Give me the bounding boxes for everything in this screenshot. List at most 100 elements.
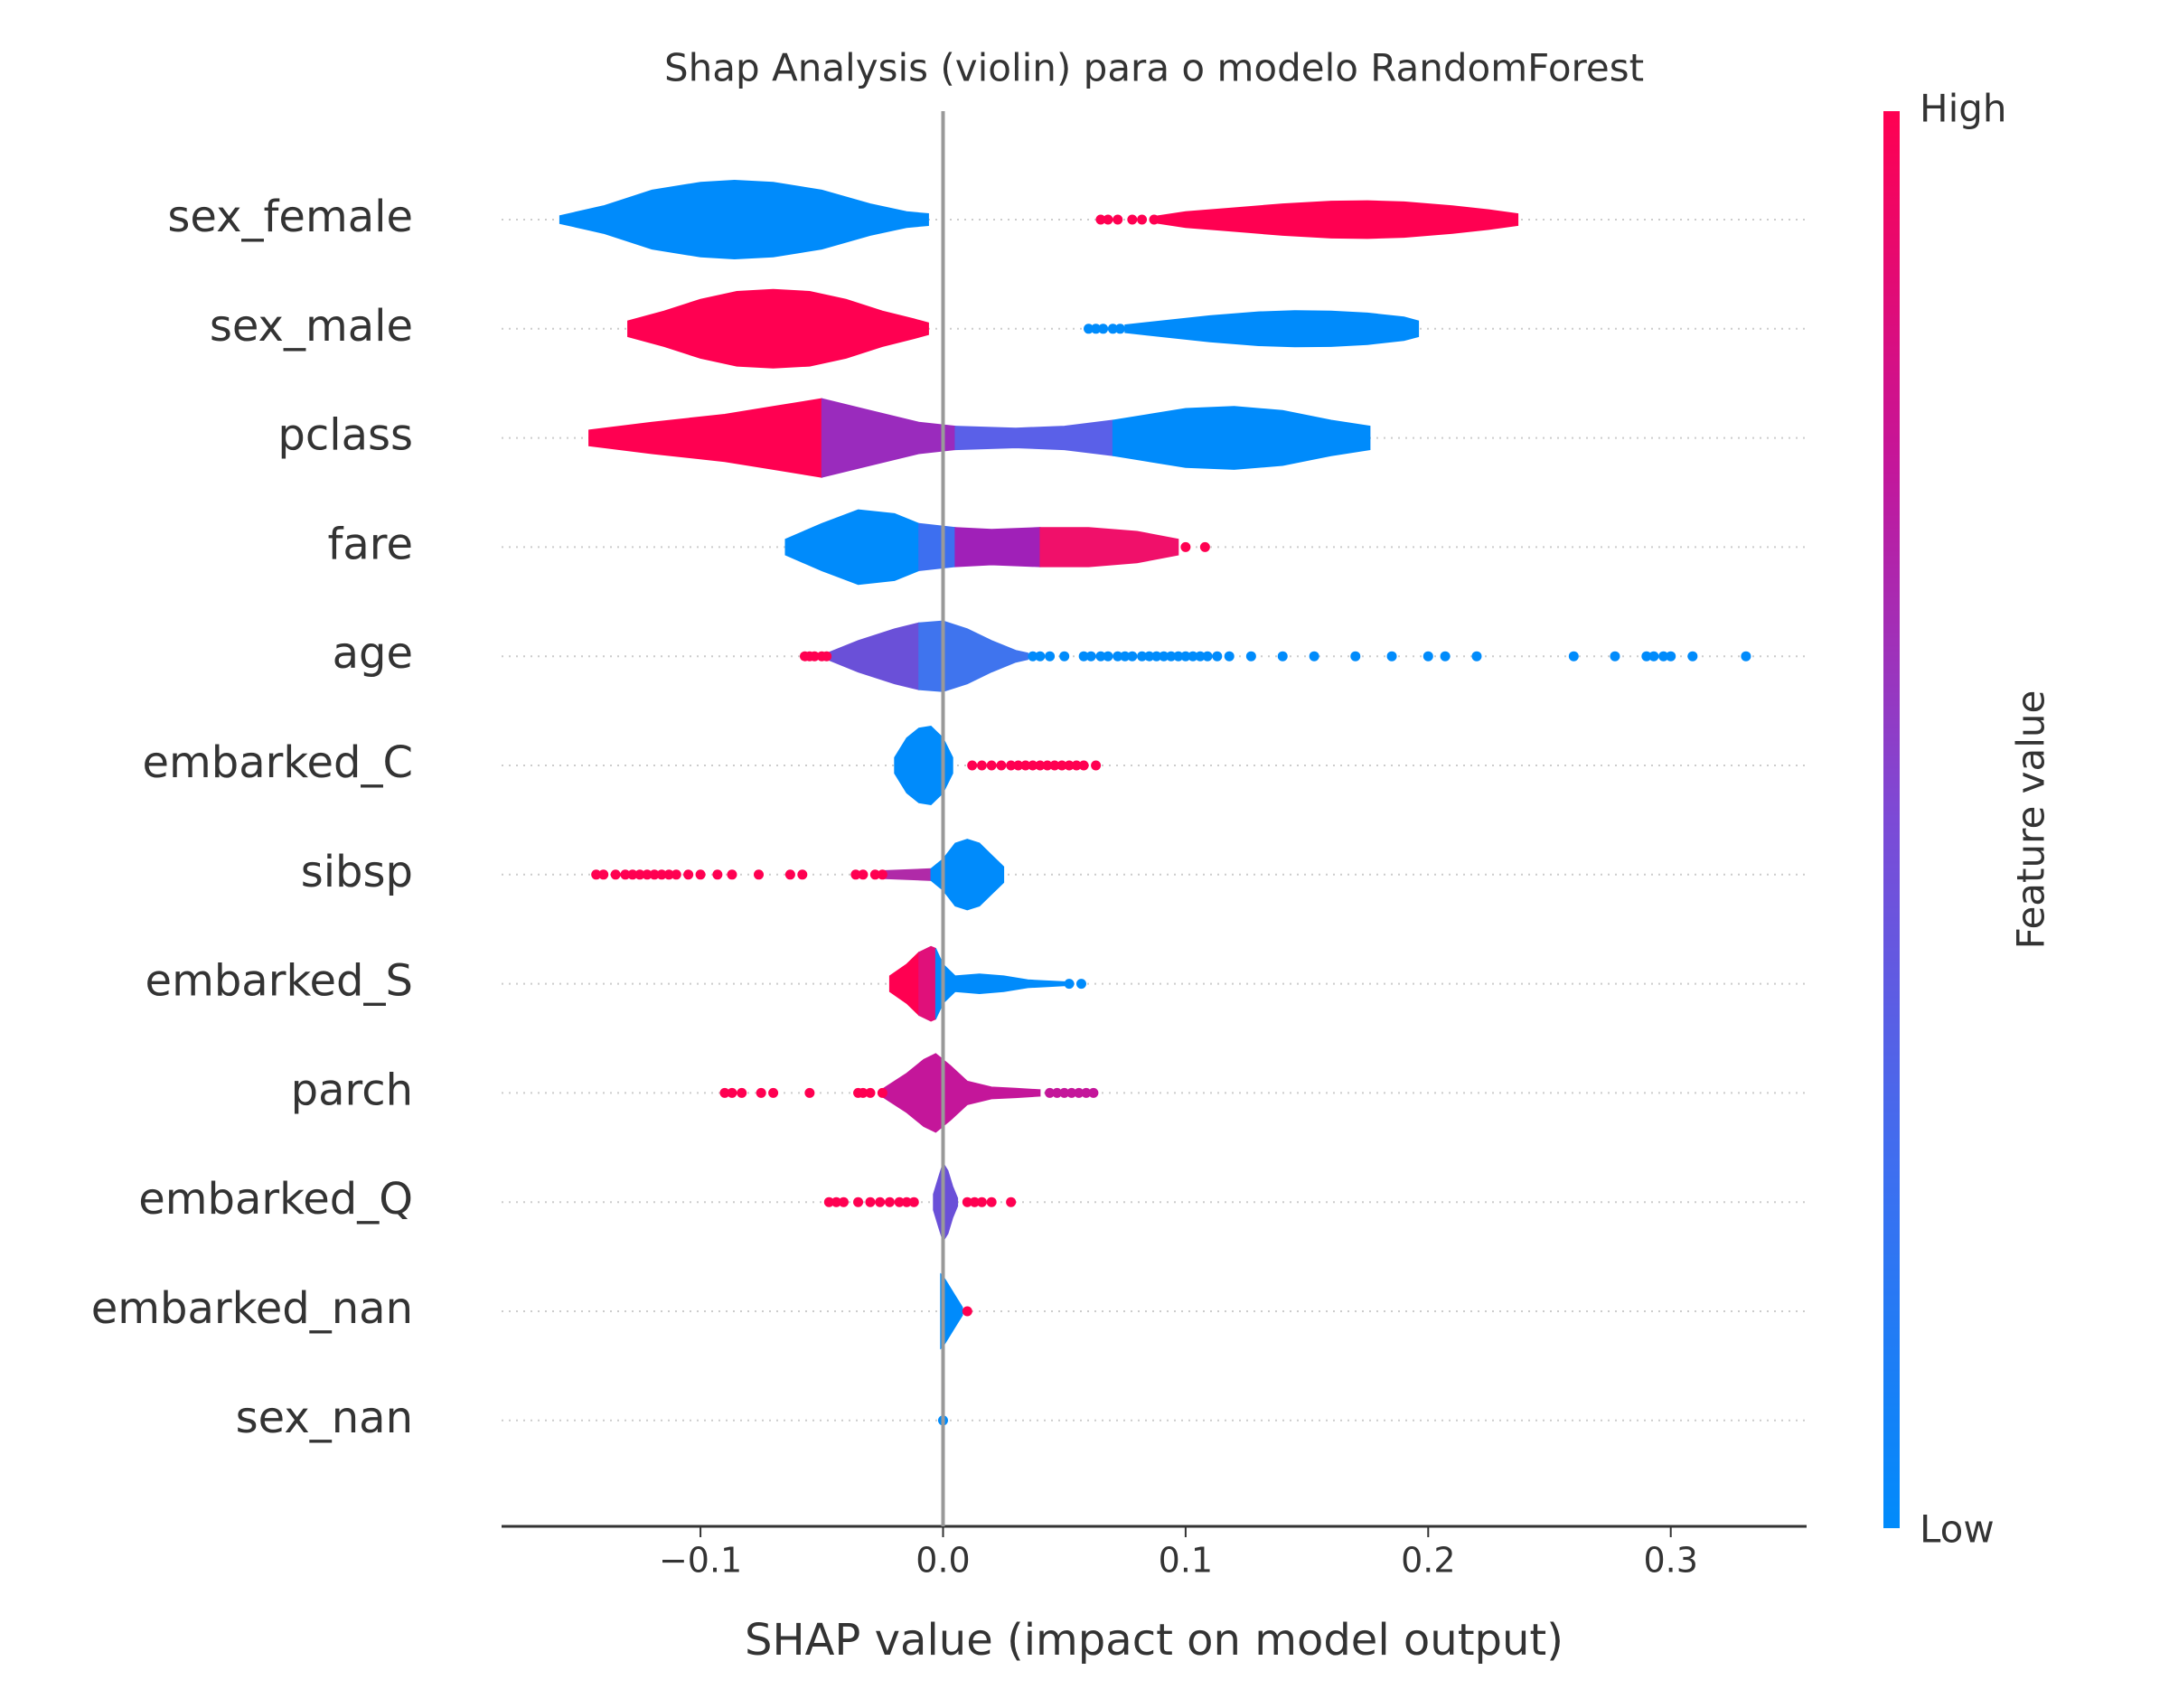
point	[1020, 760, 1031, 771]
point	[727, 1087, 737, 1098]
point	[1180, 651, 1191, 662]
point	[962, 1306, 972, 1317]
point	[809, 651, 820, 662]
x-axis-label: SHAP value (impact on model output)	[745, 1615, 1563, 1666]
feature-label: fare	[327, 519, 413, 569]
point	[1045, 651, 1056, 662]
feature-label: sex_male	[210, 301, 413, 352]
violin	[627, 288, 929, 369]
feature-label: sibsp	[301, 847, 413, 897]
violin	[933, 1161, 959, 1243]
point	[797, 869, 808, 880]
point	[1064, 979, 1075, 990]
point	[1127, 214, 1138, 225]
violin	[784, 509, 920, 586]
point	[1078, 760, 1089, 771]
point	[850, 869, 861, 880]
point	[1149, 214, 1160, 225]
x-tick-label: 0.2	[1401, 1541, 1455, 1581]
point	[858, 1087, 869, 1098]
point	[1059, 1087, 1070, 1098]
point	[620, 869, 631, 880]
point	[642, 869, 653, 880]
feature-label: sex_nan	[236, 1393, 413, 1443]
point	[1084, 324, 1094, 334]
point	[865, 1087, 876, 1098]
point	[1309, 651, 1319, 662]
point	[962, 1197, 972, 1207]
point	[1741, 651, 1751, 662]
violin	[881, 1053, 1041, 1133]
violin	[1153, 200, 1519, 239]
feature-label: embarked_Q	[138, 1174, 413, 1225]
point	[1095, 651, 1106, 662]
point	[1224, 651, 1235, 662]
point	[1045, 1087, 1056, 1098]
point	[663, 869, 674, 880]
point	[996, 760, 1007, 771]
point	[1641, 651, 1652, 662]
violin	[881, 868, 932, 881]
point	[1471, 651, 1482, 662]
point	[1028, 651, 1038, 662]
point	[1440, 651, 1451, 662]
x-tick-label: 0.3	[1643, 1541, 1697, 1581]
point	[719, 1087, 730, 1098]
point	[1151, 651, 1162, 662]
point	[1144, 651, 1155, 662]
violin	[1112, 406, 1371, 470]
point	[1180, 541, 1191, 552]
point	[656, 869, 667, 880]
point	[1568, 651, 1579, 662]
colorbar	[1883, 111, 1900, 1528]
point	[967, 760, 978, 771]
point	[1137, 651, 1148, 662]
point	[1056, 760, 1067, 771]
point	[634, 869, 645, 880]
point	[822, 651, 832, 662]
point	[877, 1087, 887, 1098]
point	[1120, 651, 1131, 662]
point	[1113, 651, 1123, 662]
feature-label: embarked_C	[142, 737, 413, 788]
point	[1103, 651, 1113, 662]
point	[1648, 651, 1659, 662]
violin	[588, 398, 822, 478]
point	[1610, 651, 1620, 662]
colorbar-label: Feature value	[2009, 690, 2053, 950]
point	[1658, 651, 1669, 662]
point	[1074, 1087, 1084, 1098]
point	[986, 760, 997, 771]
x-tick-label: 0.1	[1159, 1541, 1213, 1581]
point	[969, 1197, 980, 1207]
violin	[1039, 527, 1179, 568]
point	[1042, 760, 1053, 771]
violin	[1124, 310, 1420, 348]
point	[869, 869, 880, 880]
point	[1166, 651, 1177, 662]
point	[1245, 651, 1256, 662]
point	[838, 1197, 849, 1207]
point	[591, 869, 602, 880]
point	[1173, 651, 1184, 662]
point	[649, 869, 660, 880]
point	[1666, 651, 1676, 662]
point	[858, 869, 869, 880]
point	[1081, 1087, 1092, 1098]
point	[894, 1197, 905, 1207]
point	[908, 1197, 919, 1207]
point	[1127, 651, 1138, 662]
point	[1059, 651, 1070, 662]
point	[884, 1197, 895, 1207]
point	[865, 1197, 876, 1207]
point	[1064, 760, 1075, 771]
point	[727, 869, 737, 880]
point	[1277, 651, 1288, 662]
point	[1035, 651, 1046, 662]
colorbar-low: Low	[1920, 1507, 1995, 1552]
violin	[918, 945, 936, 1022]
point	[877, 869, 887, 880]
point	[1350, 651, 1361, 662]
point	[1075, 979, 1086, 990]
point	[901, 1197, 912, 1207]
